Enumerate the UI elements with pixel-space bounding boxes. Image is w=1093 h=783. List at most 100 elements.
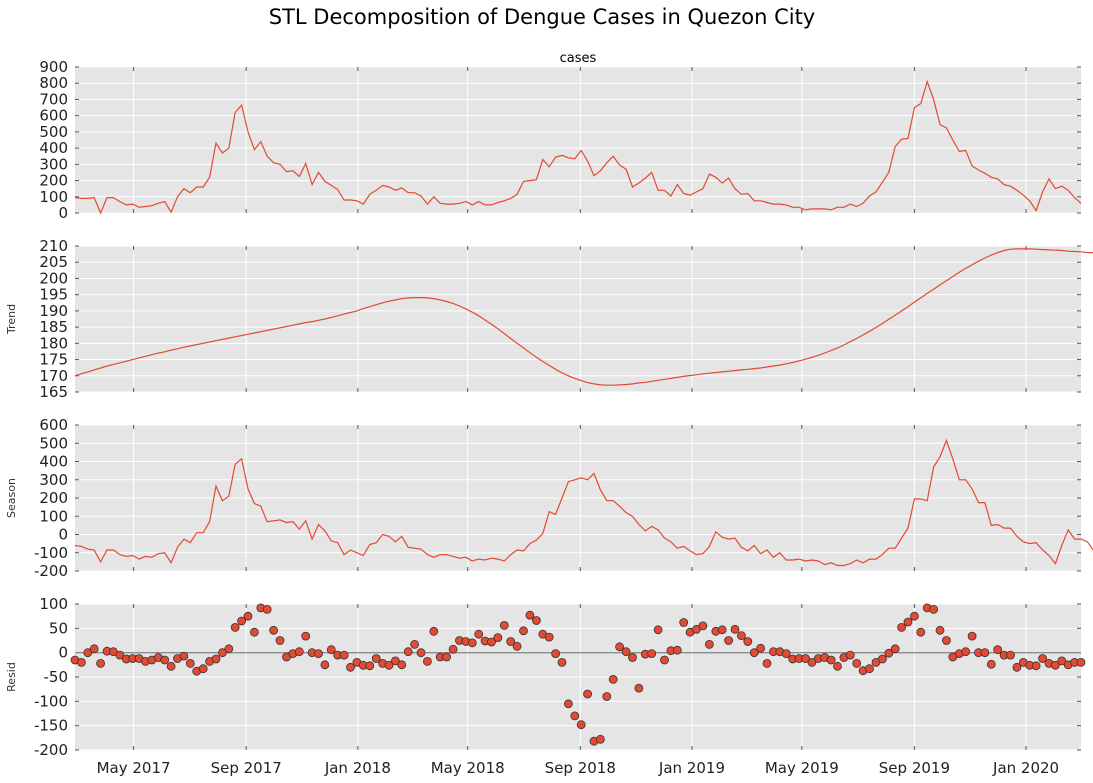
resid-point — [826, 655, 836, 665]
resid-point — [615, 642, 624, 652]
resid-point — [730, 624, 740, 634]
resid-point — [416, 648, 426, 658]
resid-point — [884, 648, 894, 658]
panel-resid: -200 -150 -100 -50 0 50 100 Resid — [5, 595, 1086, 759]
y-tick-label: 210 — [39, 237, 68, 255]
resid-point — [115, 650, 125, 660]
resid-point — [410, 640, 420, 649]
cases-plot-area — [75, 67, 1081, 213]
y-tick-label: 500 — [39, 434, 68, 452]
resid-point — [506, 637, 516, 646]
y-tick-label: 0 — [58, 526, 68, 544]
resid-point — [621, 647, 631, 657]
y-tick-label: 700 — [39, 90, 68, 108]
resid-point — [403, 647, 413, 657]
resid-point — [346, 662, 355, 672]
resid-point — [493, 633, 503, 642]
resid-point — [339, 650, 349, 660]
resid-point — [96, 659, 105, 668]
resid-point — [897, 623, 906, 632]
resid-point — [762, 659, 772, 668]
resid-point — [166, 661, 176, 671]
y-tick-label: 100 — [39, 595, 68, 613]
y-tick-label: 195 — [39, 286, 68, 304]
y-tick-label: 190 — [39, 302, 68, 320]
resid-point — [397, 660, 407, 670]
resid-point — [230, 623, 240, 632]
resid-point — [929, 605, 938, 614]
resid-point — [301, 631, 311, 641]
resid-point — [916, 627, 926, 637]
resid-point — [845, 650, 855, 660]
resid-point — [1057, 656, 1067, 666]
resid-point — [275, 636, 285, 645]
resid-point — [512, 641, 522, 651]
resid-point — [801, 654, 810, 663]
resid-point — [942, 636, 951, 645]
resid-point — [743, 637, 753, 646]
y-tick-label: 400 — [39, 139, 68, 157]
y-tick-label: 200 — [39, 172, 68, 190]
resid-point — [749, 648, 759, 658]
resid-point — [198, 664, 208, 674]
resid-point — [576, 720, 586, 730]
resid-point — [1012, 662, 1022, 672]
y-tick-label: 200 — [39, 489, 68, 507]
resid-point — [249, 627, 259, 637]
resid-point — [77, 658, 86, 667]
resid-point — [653, 625, 663, 635]
resid-point — [993, 645, 1003, 655]
resid-point — [1076, 658, 1086, 667]
resid-point — [833, 661, 842, 671]
resid-point — [224, 644, 234, 654]
y-tick-label: 800 — [39, 74, 68, 92]
resid-point — [89, 644, 99, 654]
resid-point — [519, 626, 528, 636]
trend-plot-area — [75, 246, 1081, 392]
y-tick-label: -100 — [34, 692, 68, 710]
cases-series-line — [74, 79, 1082, 215]
x-axis: May 2017 Sep 2017 Jan 2018 May 2018 Sep 2018… — [97, 759, 1060, 777]
resid-point — [384, 660, 394, 670]
resid-point — [160, 655, 170, 665]
resid-point — [890, 644, 900, 654]
resid-point — [442, 652, 452, 662]
resid-point — [910, 611, 919, 621]
resid-point — [237, 616, 247, 626]
resid-point — [1006, 650, 1015, 660]
y-tick-label: 170 — [39, 367, 68, 385]
season-series-line — [74, 438, 1093, 567]
resid-point — [320, 660, 330, 670]
y-tick-label: 0 — [58, 204, 68, 222]
resid-point — [551, 649, 560, 658]
resid-point — [660, 655, 669, 665]
resid-point — [487, 637, 496, 647]
resid-point — [724, 636, 733, 645]
resid-point — [211, 654, 221, 664]
x-tick-label: May 2018 — [431, 759, 505, 777]
x-tick-label: Jan 2019 — [658, 759, 725, 777]
y-tick-label: 300 — [39, 471, 68, 489]
y-tick-label: -100 — [34, 544, 68, 562]
y-tick-label: 100 — [39, 507, 68, 525]
x-tick-label: Sep 2017 — [211, 759, 282, 777]
resid-point — [679, 618, 689, 627]
resid-point — [935, 625, 945, 635]
resid-point — [557, 658, 567, 667]
resid-point — [628, 653, 637, 662]
resid-point — [326, 645, 336, 655]
resid-point — [756, 643, 765, 653]
resid-point — [698, 621, 708, 631]
resid-point — [217, 648, 227, 658]
x-tick-label: Jan 2020 — [992, 759, 1059, 777]
resid-point — [980, 648, 990, 658]
resid-point — [634, 683, 644, 693]
x-tick-label: Sep 2019 — [879, 759, 950, 777]
resid-point — [564, 699, 573, 709]
y-tick-label: 185 — [39, 318, 68, 336]
resid-point — [390, 656, 400, 666]
y-tick-label: 600 — [39, 416, 68, 434]
